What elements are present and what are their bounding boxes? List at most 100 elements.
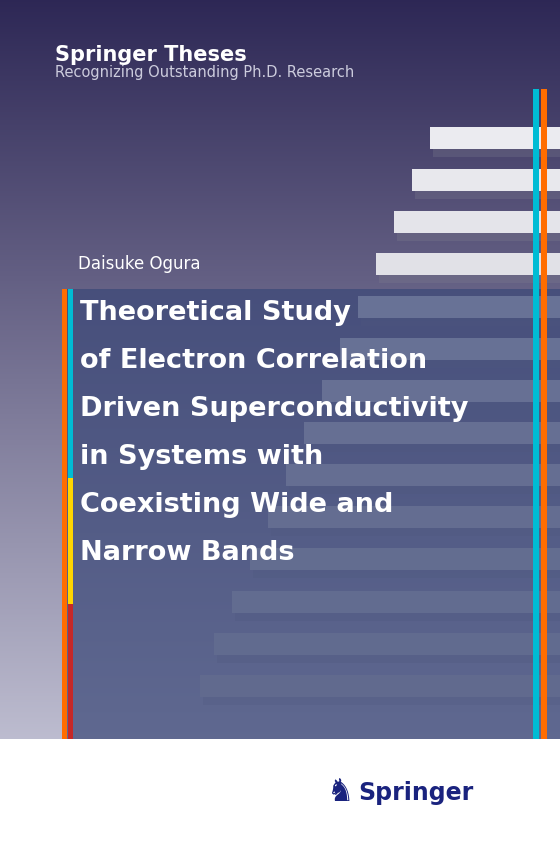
- Bar: [0, 717, 560, 719]
- Bar: [0, 733, 560, 736]
- Bar: [0, 565, 560, 567]
- Bar: [0, 278, 560, 280]
- Bar: [0, 841, 560, 844]
- Bar: [0, 823, 560, 825]
- Bar: [0, 576, 560, 579]
- Bar: [0, 516, 560, 518]
- Bar: [0, 431, 560, 434]
- Bar: [0, 301, 560, 304]
- Bar: [0, 570, 560, 572]
- Bar: [0, 154, 560, 157]
- Bar: [0, 612, 560, 614]
- Bar: [0, 804, 560, 807]
- Bar: [0, 111, 560, 113]
- Bar: [0, 198, 560, 201]
- Bar: [0, 281, 560, 284]
- Bar: [0, 494, 560, 496]
- Bar: [0, 809, 560, 812]
- Bar: [0, 453, 560, 456]
- Bar: [0, 409, 560, 412]
- Bar: [358, 296, 560, 318]
- Bar: [0, 457, 560, 459]
- Bar: [0, 342, 560, 344]
- Bar: [289, 485, 560, 495]
- Bar: [62, 289, 560, 739]
- Bar: [0, 197, 560, 199]
- Bar: [68, 479, 73, 604]
- Bar: [0, 153, 560, 155]
- Bar: [0, 41, 560, 44]
- Bar: [0, 669, 560, 672]
- Bar: [0, 472, 560, 474]
- Bar: [0, 90, 560, 93]
- Bar: [0, 131, 560, 133]
- Bar: [0, 295, 560, 297]
- Bar: [0, 446, 560, 449]
- Bar: [0, 441, 560, 444]
- Bar: [0, 298, 560, 300]
- Bar: [0, 99, 560, 101]
- Bar: [0, 752, 560, 755]
- Bar: [0, 526, 560, 528]
- Bar: [0, 764, 560, 766]
- Bar: [0, 485, 560, 488]
- Bar: [0, 428, 560, 430]
- Bar: [0, 318, 560, 321]
- Text: ♞: ♞: [326, 777, 354, 807]
- Bar: [0, 340, 560, 343]
- Bar: [0, 835, 560, 837]
- Bar: [0, 825, 560, 827]
- Bar: [0, 681, 560, 684]
- Bar: [0, 678, 560, 680]
- Bar: [0, 284, 560, 287]
- Bar: [0, 219, 560, 221]
- Bar: [0, 386, 560, 388]
- Bar: [0, 482, 560, 484]
- Bar: [0, 374, 560, 376]
- Bar: [0, 188, 560, 191]
- Bar: [0, 381, 560, 383]
- Bar: [340, 338, 560, 360]
- Bar: [0, 257, 560, 260]
- Bar: [0, 445, 560, 447]
- Bar: [0, 629, 560, 631]
- Bar: [0, 100, 560, 103]
- Bar: [0, 548, 560, 550]
- Bar: [0, 723, 560, 726]
- Bar: [0, 401, 560, 403]
- Bar: [0, 337, 560, 339]
- Bar: [0, 170, 560, 172]
- Bar: [0, 436, 560, 439]
- Bar: [0, 372, 560, 375]
- Bar: [0, 620, 560, 623]
- Bar: [0, 57, 560, 59]
- Bar: [0, 227, 560, 230]
- Bar: [0, 517, 560, 520]
- Bar: [0, 3, 560, 5]
- Bar: [0, 836, 560, 839]
- Text: of Electron Correlation: of Electron Correlation: [80, 348, 427, 374]
- Bar: [0, 671, 560, 674]
- Bar: [0, 333, 560, 336]
- Bar: [0, 89, 560, 91]
- Bar: [0, 283, 560, 285]
- Bar: [0, 762, 560, 765]
- Bar: [0, 127, 560, 130]
- Bar: [0, 630, 560, 633]
- Bar: [0, 19, 560, 22]
- Bar: [0, 597, 560, 599]
- Bar: [0, 151, 560, 154]
- Bar: [0, 754, 560, 756]
- Bar: [0, 51, 560, 54]
- Bar: [0, 53, 560, 56]
- Bar: [0, 673, 560, 675]
- Bar: [0, 332, 560, 334]
- Bar: [325, 402, 560, 410]
- Bar: [0, 487, 560, 490]
- Bar: [0, 289, 560, 292]
- Text: Springer Theses: Springer Theses: [55, 45, 247, 65]
- Bar: [0, 261, 560, 263]
- Bar: [271, 528, 560, 537]
- Bar: [0, 352, 560, 354]
- Bar: [0, 239, 560, 241]
